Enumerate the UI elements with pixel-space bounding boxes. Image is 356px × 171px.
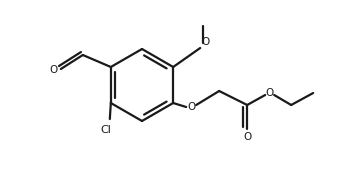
Text: O: O (243, 132, 251, 142)
Text: O: O (187, 102, 195, 112)
Text: O: O (265, 88, 273, 98)
Text: O: O (201, 37, 209, 47)
Text: O: O (49, 65, 58, 75)
Text: Cl: Cl (100, 125, 111, 135)
